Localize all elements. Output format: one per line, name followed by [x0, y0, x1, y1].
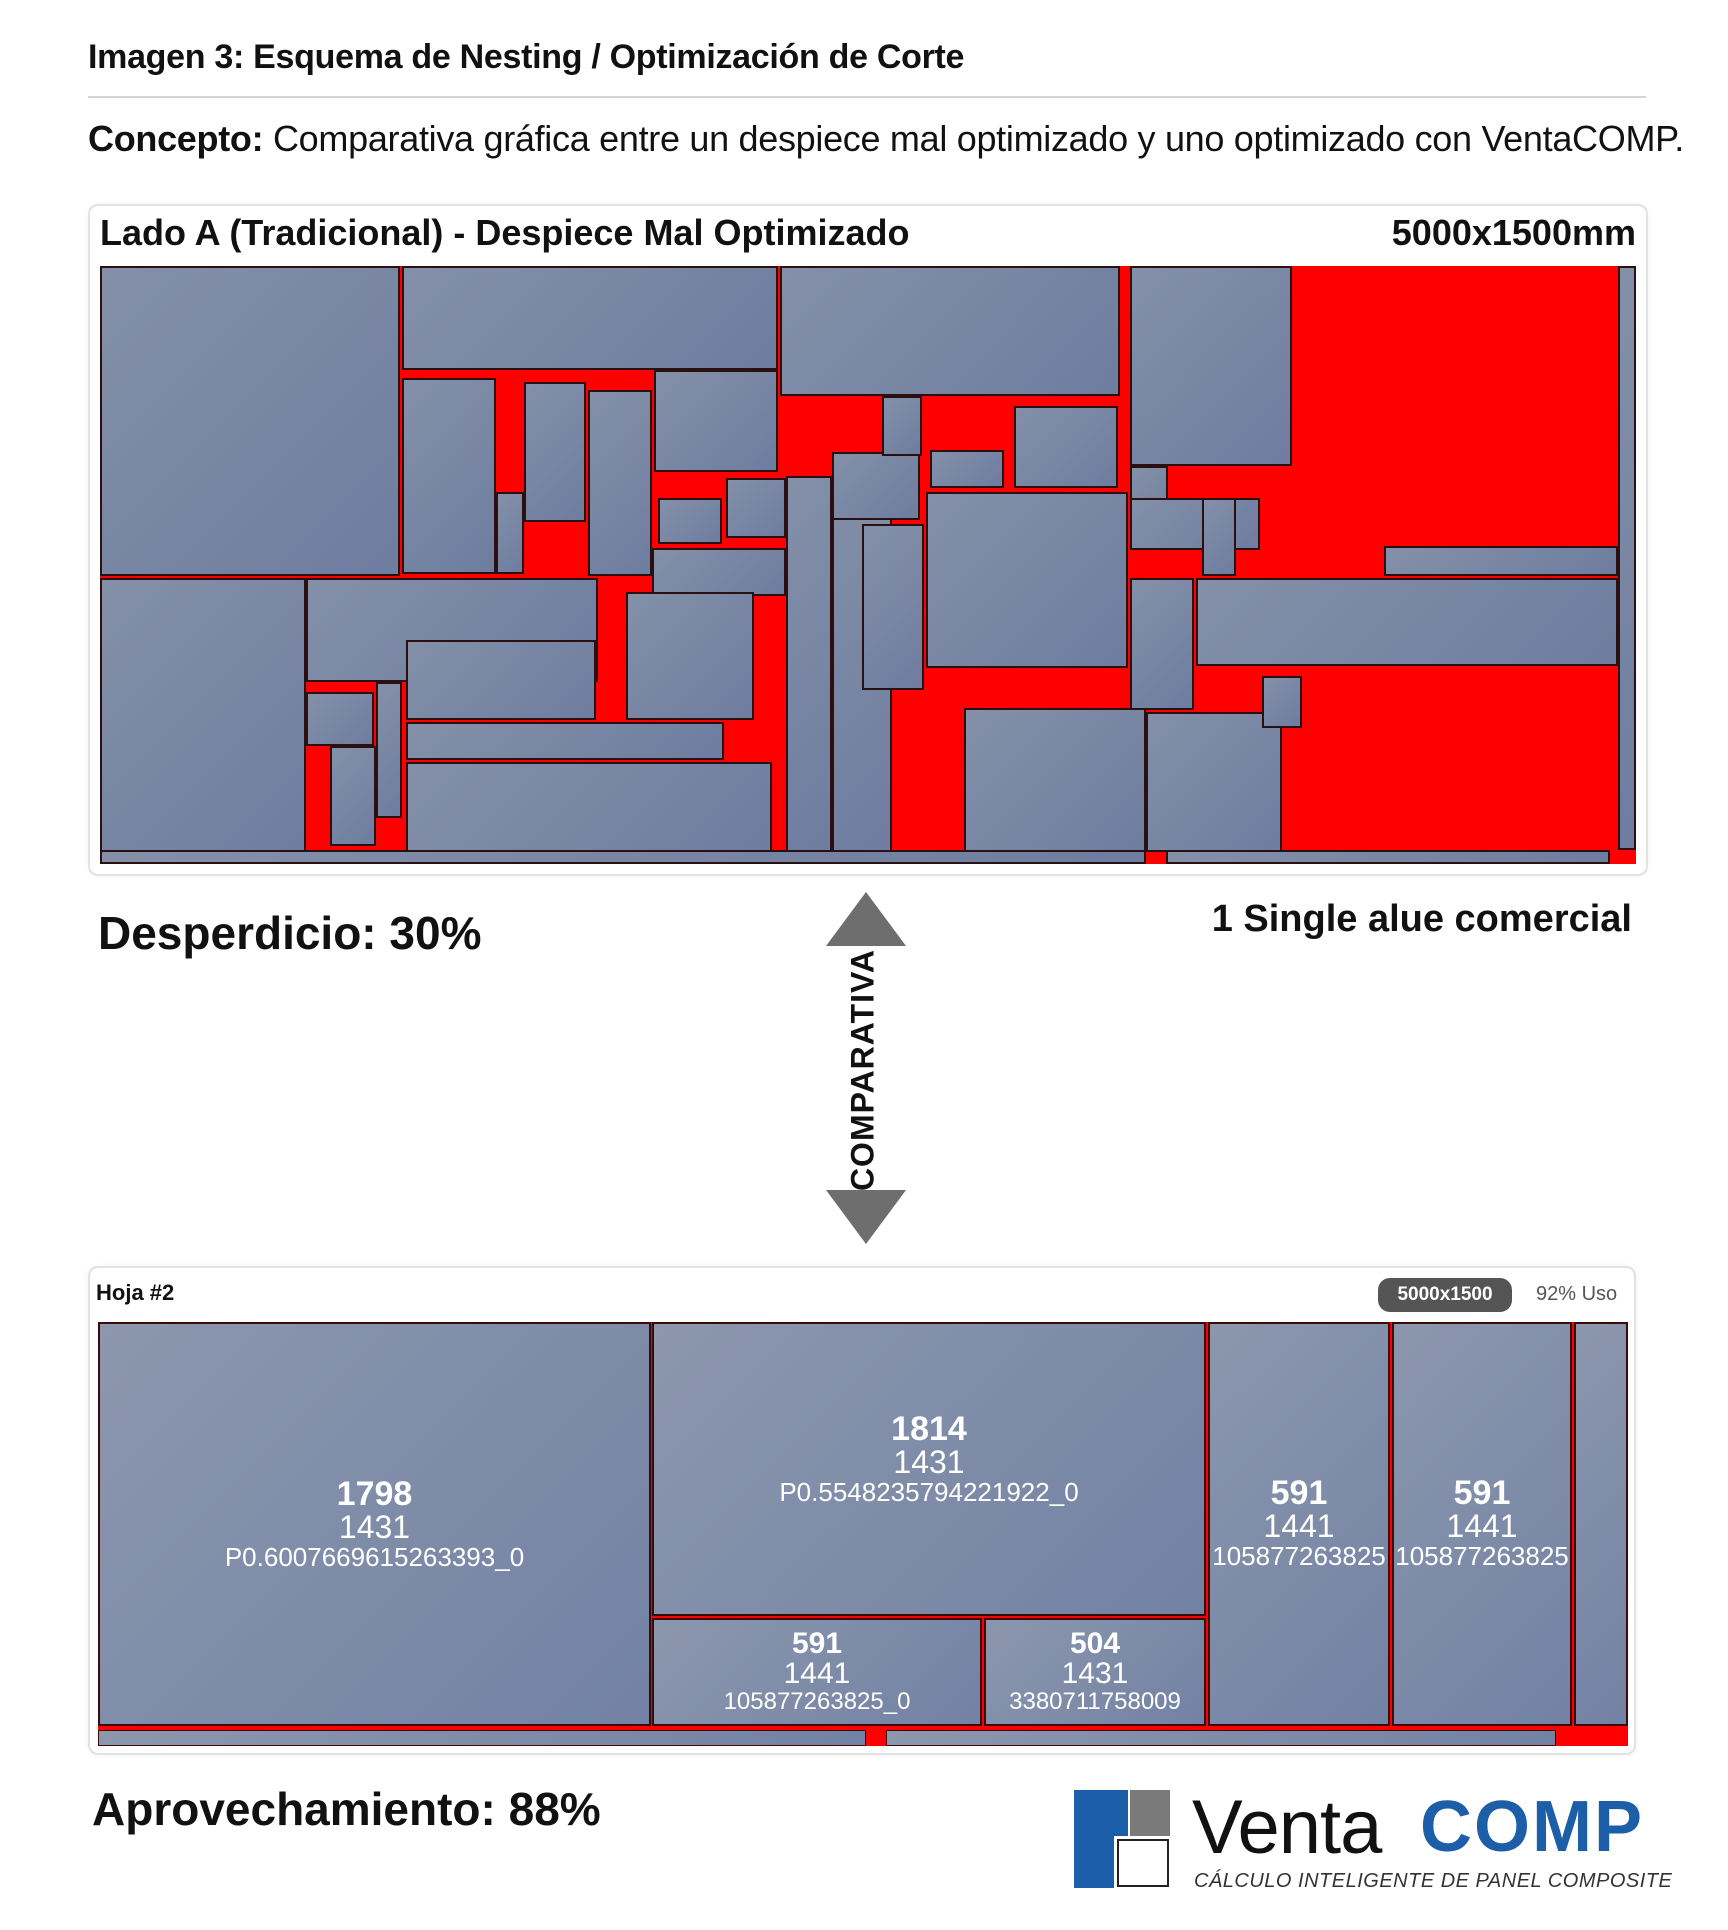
side-a-piece [626, 592, 754, 720]
piece-1814: 1814 1431 P0.5548235794221922_0 [652, 1322, 1206, 1616]
piece-height: 1441 [783, 1656, 851, 1690]
side-a-piece [376, 682, 402, 818]
side-a-piece [1130, 498, 1260, 550]
piece-id: P0.5548235794221922_0 [779, 1477, 1079, 1507]
side-b-usage: Aprovechamiento: 88% [92, 1783, 601, 1835]
side-a-title: Lado A (Tradicional) - Despiece Mal Opti… [100, 212, 910, 253]
piece-id: 105877263825 [1212, 1541, 1386, 1571]
side-a-piece [1202, 498, 1236, 576]
side-a-piece [964, 708, 1146, 852]
side-a-piece [496, 492, 524, 574]
piece-bottom-strip [886, 1730, 1556, 1746]
brand-word-comp: COMP [1420, 1787, 1644, 1867]
piece-id: 3380711758009 [1009, 1687, 1181, 1715]
piece-1798: 1798 1431 P0.6007669615263393_0 [98, 1322, 651, 1726]
piece-width: 504 [1069, 1626, 1121, 1660]
figure-title: Imagen 3: Esquema de Nesting / Optimizac… [88, 38, 965, 76]
ventacomp-logo-icon [1074, 1790, 1170, 1888]
side-a-piece [1166, 850, 1610, 864]
piece-width: 591 [1453, 1474, 1511, 1512]
piece-height: 1431 [1061, 1656, 1129, 1690]
side-a-piece [726, 478, 786, 538]
title-divider [88, 96, 1646, 98]
side-a-piece [1130, 578, 1194, 710]
side-a-piece [1146, 712, 1282, 852]
side-b-sheet: 1798 1431 P0.6007669615263393_0 1814 143… [98, 1322, 1628, 1746]
piece-height: 1441 [1446, 1508, 1518, 1544]
piece-bottom-strip [98, 1730, 866, 1746]
piece-width: 1798 [336, 1474, 413, 1513]
side-a-piece [832, 452, 920, 520]
piece-504: 504 1431 3380711758009 [984, 1618, 1206, 1726]
side-a-piece [100, 266, 400, 576]
side-a-piece [406, 762, 772, 852]
sheet-name: Hoja #2 [96, 1280, 175, 1305]
side-a-piece [1196, 578, 1618, 666]
side-a-piece [1014, 406, 1118, 488]
side-a-piece [1262, 676, 1302, 728]
piece-591-c: 591 1441 105877263825_0 [652, 1618, 982, 1726]
side-a-piece [1618, 266, 1636, 850]
side-a-piece [406, 722, 724, 760]
sheet-size-badge: 5000x1500 [1378, 1278, 1512, 1312]
brand-tagline: CÁLCULO INTELIGENTE DE PANEL COMPOSITE [1194, 1870, 1673, 1892]
side-a-piece [780, 266, 1120, 396]
side-a-piece [1130, 266, 1292, 466]
concept-label: Concepto: [88, 118, 264, 159]
comparison-label: COMPARATIVA [844, 948, 881, 1192]
piece-width: 1814 [891, 1410, 967, 1448]
brand-word-venta: Venta [1192, 1785, 1382, 1870]
concept-line: Concepto: Comparativa gráfica entre un d… [88, 118, 1684, 160]
side-a-piece [658, 498, 722, 544]
side-a-sheet [100, 266, 1636, 864]
side-a-piece [652, 548, 786, 596]
piece-height: 1431 [338, 1508, 411, 1545]
side-a-piece [786, 476, 832, 852]
side-a-piece [882, 396, 922, 456]
side-a-piece [524, 382, 586, 522]
side-a-note: 1 Single alue comercial [1211, 898, 1632, 940]
piece-591-a: 591 1441 105877263825 [1208, 1322, 1390, 1726]
piece-width: 591 [791, 1626, 843, 1660]
side-a-piece [1384, 546, 1618, 576]
side-a-piece [306, 692, 374, 746]
piece-height: 1441 [1263, 1508, 1335, 1544]
comparison-arrow-icon [826, 892, 906, 1244]
side-a-piece [930, 450, 1004, 488]
side-a-piece [402, 378, 496, 574]
side-a-piece [406, 640, 596, 720]
piece-id: 105877263825 [1395, 1541, 1569, 1571]
sheet-usage: 92% Uso [1536, 1283, 1618, 1305]
side-a-piece [926, 492, 1128, 668]
piece-width: 591 [1270, 1474, 1328, 1512]
side-a-sheet-size: 5000x1500mm [1391, 212, 1636, 253]
concept-text: Comparativa gráfica entre un despiece ma… [263, 118, 1684, 159]
piece-id: 105877263825_0 [723, 1687, 911, 1715]
comparison-label-box: COMPARATIVA [823, 949, 903, 1191]
piece-height: 1431 [893, 1444, 965, 1480]
side-a-piece [100, 850, 1146, 864]
piece-591-b: 591 1441 105877263825 [1392, 1322, 1572, 1726]
piece-id: P0.6007669615263393_0 [224, 1541, 525, 1572]
side-a-piece [862, 524, 924, 690]
side-a-waste: Desperdicio: 30% [98, 907, 482, 959]
side-a-piece [100, 578, 306, 864]
side-a-piece [588, 390, 652, 576]
side-a-piece [402, 266, 778, 370]
side-a-piece [330, 746, 376, 846]
side-a-piece [654, 370, 778, 472]
piece-strip [1574, 1322, 1628, 1726]
